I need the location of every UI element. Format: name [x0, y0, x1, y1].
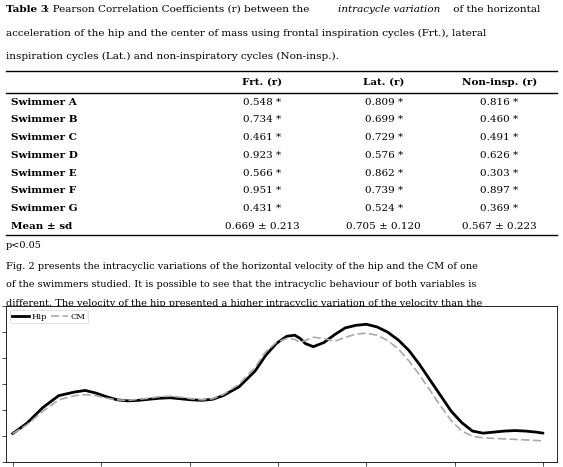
Text: Swimmer B: Swimmer B [11, 115, 78, 124]
Text: Fig. 2 presents the intracyclic variations of the horizontal velocity of the hip: Fig. 2 presents the intracyclic variatio… [6, 262, 477, 270]
Text: 0.669 ± 0.213: 0.669 ± 0.213 [225, 222, 300, 231]
Text: 0.862 *: 0.862 * [364, 169, 403, 177]
Text: 0.897 *: 0.897 * [480, 186, 519, 196]
Text: 0.729 *: 0.729 * [364, 133, 403, 142]
Text: 0.566 *: 0.566 * [243, 169, 282, 177]
Text: 0.816 *: 0.816 * [480, 98, 519, 106]
Text: 0.576 *: 0.576 * [364, 151, 403, 160]
Text: 0.626 *: 0.626 * [480, 151, 519, 160]
Text: Table 3: Table 3 [6, 5, 47, 14]
Legend: Hip, CM: Hip, CM [10, 310, 88, 323]
Text: Swimmer D: Swimmer D [11, 151, 78, 160]
Text: Swimmer C: Swimmer C [11, 133, 77, 142]
Text: and some time later in the hip.: and some time later in the hip. [6, 375, 158, 384]
Text: acceleration of the hip and the center of mass using frontal inspiration cycles : acceleration of the hip and the center o… [6, 29, 486, 38]
Text: Swimmer G: Swimmer G [11, 204, 78, 213]
Text: p<0.05: p<0.05 [6, 241, 42, 250]
Text: of the swimmers studied. It is possible to see that the intracyclic behaviour of: of the swimmers studied. It is possible … [6, 280, 476, 290]
Text: different. The velocity of the hip presented a higher intracyclic variation of t: different. The velocity of the hip prese… [6, 299, 482, 308]
Text: 0.431 *: 0.431 * [243, 204, 282, 213]
Text: 0.303 *: 0.303 * [480, 169, 519, 177]
Text: 0.461 *: 0.461 * [243, 133, 282, 142]
Text: 0.809 *: 0.809 * [364, 98, 403, 106]
Text: Non-insp. (r): Non-insp. (r) [462, 78, 537, 87]
Text: 0.491 *: 0.491 * [480, 133, 519, 142]
Text: 0.460 *: 0.460 * [480, 115, 519, 124]
Text: 0.923 *: 0.923 * [243, 151, 282, 160]
Text: : Pearson Correlation Coefficients (r) between the: : Pearson Correlation Coefficients (r) b… [46, 5, 312, 14]
Text: the two most propulsive phases. In other words, these events apparently occur fi: the two most propulsive phases. In other… [6, 356, 473, 365]
Text: Frt. (r): Frt. (r) [242, 78, 282, 87]
Text: Swimmer E: Swimmer E [11, 169, 77, 177]
Text: 0.734 *: 0.734 * [243, 115, 282, 124]
Text: CM, especially in the change from the insweep to the upsweep. One other differen: CM, especially in the change from the in… [6, 318, 478, 327]
Text: intracycle variation: intracycle variation [338, 5, 440, 14]
Text: 0.548 *: 0.548 * [243, 98, 282, 106]
Text: Lat. (r): Lat. (r) [363, 78, 404, 87]
Text: 0.739 *: 0.739 * [364, 186, 403, 196]
Text: 0.705 ± 0.120: 0.705 ± 0.120 [346, 222, 421, 231]
Text: inspiration cycles (Lat.) and non-inspiratory cycles (Non-insp.).: inspiration cycles (Lat.) and non-inspir… [6, 52, 338, 61]
Text: 0.369 *: 0.369 * [480, 204, 519, 213]
Text: 0.699 *: 0.699 * [364, 115, 403, 124]
Text: 0.951 *: 0.951 * [243, 186, 282, 196]
Text: 0.524 *: 0.524 * [364, 204, 403, 213]
Text: Mean ± sd: Mean ± sd [11, 222, 73, 231]
Text: Swimmer A: Swimmer A [11, 98, 77, 106]
Text: that there seems to exist a temporal difference between the occurrence of the ve: that there seems to exist a temporal dif… [6, 337, 479, 346]
Text: of the horizontal: of the horizontal [450, 5, 540, 14]
Text: 0.567 ± 0.223: 0.567 ± 0.223 [462, 222, 537, 231]
Text: Swimmer F: Swimmer F [11, 186, 76, 196]
